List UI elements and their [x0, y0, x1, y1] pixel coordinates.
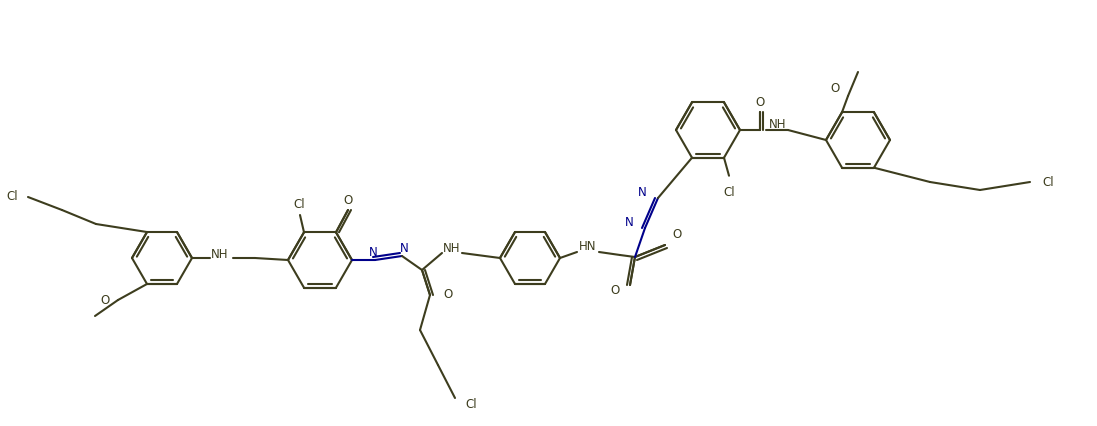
Text: N: N: [399, 242, 408, 254]
Text: Cl: Cl: [723, 186, 735, 199]
Text: O: O: [756, 95, 765, 109]
Text: N: N: [638, 185, 647, 199]
Text: Cl: Cl: [1042, 176, 1053, 188]
Text: O: O: [443, 288, 452, 302]
Text: O: O: [343, 193, 352, 207]
Text: O: O: [611, 283, 620, 296]
Text: O: O: [101, 294, 110, 306]
Text: Cl: Cl: [7, 190, 18, 204]
Text: HN: HN: [579, 241, 597, 253]
Text: NH: NH: [769, 118, 787, 132]
Text: N: N: [625, 216, 634, 228]
Text: NH: NH: [443, 242, 461, 254]
Text: O: O: [672, 228, 681, 242]
Text: NH: NH: [212, 248, 229, 261]
Text: Cl: Cl: [465, 398, 476, 412]
Text: N: N: [369, 245, 377, 259]
Text: Cl: Cl: [293, 199, 305, 211]
Text: O: O: [830, 81, 840, 95]
